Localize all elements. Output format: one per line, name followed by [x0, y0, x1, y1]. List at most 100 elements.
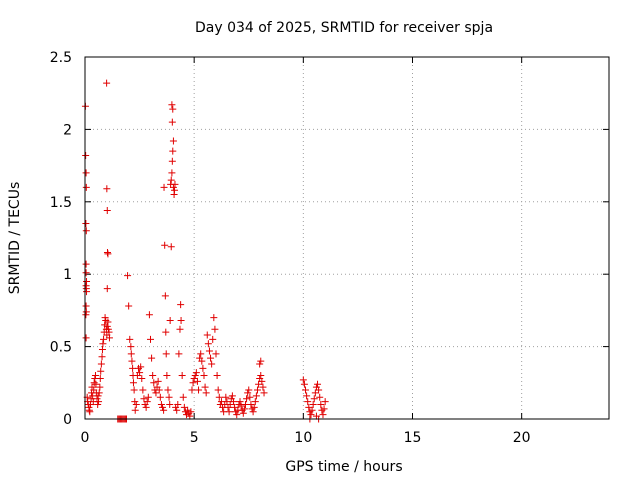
- data-point: [320, 405, 328, 413]
- data-point: [145, 311, 153, 319]
- data-point: [176, 325, 184, 333]
- plot-frame: [84, 56, 610, 420]
- y-tick-label: 0: [63, 412, 72, 428]
- data-point: [161, 292, 169, 300]
- data-point: [86, 401, 94, 409]
- data-point: [154, 377, 162, 385]
- data-point: [95, 389, 103, 397]
- data-point: [103, 79, 111, 87]
- data-point: [99, 340, 107, 348]
- data-point: [140, 395, 148, 403]
- data-point: [168, 169, 176, 177]
- data-point: [82, 334, 90, 342]
- data-point: [188, 386, 196, 394]
- data-point: [166, 401, 174, 409]
- data-point: [225, 408, 233, 416]
- data-point: [95, 398, 103, 406]
- data-point: [160, 406, 168, 414]
- data-point: [214, 386, 222, 394]
- data-point: [132, 401, 140, 409]
- data-point: [204, 340, 212, 348]
- data-point: [169, 183, 177, 191]
- data-point: [127, 350, 135, 358]
- data-point: [317, 401, 325, 409]
- data-point: [222, 393, 230, 401]
- data-point: [98, 353, 106, 361]
- data-point: [211, 325, 219, 333]
- data-point: [103, 206, 111, 214]
- data-point: [307, 411, 315, 419]
- chart-title: Day 034 of 2025, SRMTID for receiver spj…: [195, 20, 493, 36]
- data-point: [103, 322, 111, 330]
- data-point: [302, 386, 310, 394]
- x-axis-label: GPS time / hours: [285, 459, 402, 475]
- y-axis-label: SRMTID / TECUs: [7, 182, 23, 295]
- data-point: [136, 369, 144, 377]
- data-point: [125, 302, 133, 310]
- data-point: [174, 401, 182, 409]
- data-point: [187, 408, 195, 416]
- data-point: [82, 169, 90, 177]
- data-point: [159, 403, 167, 411]
- data-point: [236, 398, 244, 406]
- data-point: [173, 406, 181, 414]
- data-point: [97, 360, 105, 368]
- data-point: [186, 412, 194, 420]
- x-tick-label: 15: [404, 430, 422, 446]
- data-point: [82, 151, 90, 159]
- x-tick-label: 5: [190, 430, 199, 446]
- data-point: [237, 402, 245, 410]
- data-point: [304, 398, 312, 406]
- data-point: [253, 386, 261, 394]
- data-point: [178, 372, 186, 380]
- data-point: [162, 350, 170, 358]
- data-point: [321, 398, 329, 406]
- data-point: [88, 383, 96, 391]
- data-point: [319, 411, 327, 419]
- data-point: [310, 395, 318, 403]
- data-point: [226, 401, 234, 409]
- data-point: [207, 354, 215, 362]
- data-point: [86, 408, 94, 416]
- data-point: [126, 335, 134, 343]
- data-point: [243, 395, 251, 403]
- data-point: [139, 386, 147, 394]
- data-point: [82, 260, 90, 268]
- data-point: [101, 314, 109, 322]
- data-point: [128, 357, 136, 365]
- x-tick-label: 10: [294, 430, 312, 446]
- data-point: [198, 357, 206, 365]
- data-point: [195, 386, 203, 394]
- data-point: [169, 147, 177, 155]
- data-point: [97, 367, 105, 375]
- data-point: [147, 335, 154, 343]
- data-point: [171, 180, 179, 188]
- data-point: [249, 408, 257, 416]
- data-point: [148, 354, 156, 362]
- data-point: [209, 335, 217, 343]
- data-point: [91, 372, 99, 380]
- data-point: [213, 372, 221, 380]
- data-point: [142, 403, 150, 411]
- data-point: [105, 334, 113, 342]
- data-point: [308, 406, 316, 414]
- data-point: [315, 386, 323, 394]
- data-point: [94, 401, 102, 409]
- data-point: [152, 389, 160, 397]
- data-point: [258, 377, 266, 385]
- x-tick-label: 0: [81, 430, 90, 446]
- data-point: [260, 389, 268, 397]
- data-point: [169, 137, 177, 145]
- data-point: [191, 372, 199, 380]
- data-point: [93, 395, 101, 403]
- data-point: [92, 380, 100, 388]
- data-point: [168, 101, 176, 109]
- data-point: [131, 398, 139, 406]
- y-tick-label: 1: [63, 267, 72, 283]
- data-point: [103, 185, 111, 193]
- data-point: [100, 335, 108, 343]
- data-point: [180, 403, 188, 411]
- x-tick-label: 20: [513, 430, 531, 446]
- data-point: [257, 372, 265, 380]
